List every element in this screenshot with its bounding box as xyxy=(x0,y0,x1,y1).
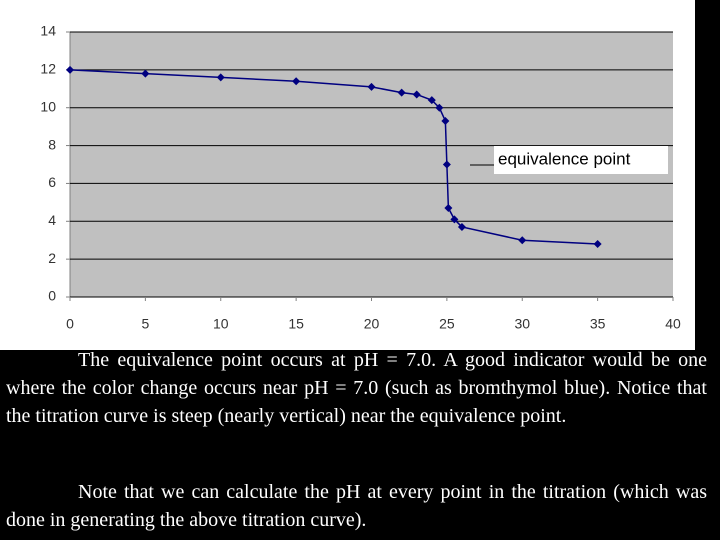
chart: 0 2 4 6 8 10 12 14 0 5 10 15 20 25 30 35 40 equivalence p… xyxy=(0,0,695,350)
data-point xyxy=(427,96,436,105)
x-tick-label: 30 xyxy=(514,316,530,332)
data-point xyxy=(435,103,444,112)
data-point xyxy=(450,215,459,224)
paragraph: Note that we can calculate the pH at eve… xyxy=(6,481,707,531)
x-tick-label: 35 xyxy=(590,316,606,332)
annotation-box xyxy=(494,146,668,174)
data-point xyxy=(141,69,150,78)
data-point xyxy=(216,73,225,82)
data-point xyxy=(412,90,421,99)
y-tick-label: 10 xyxy=(40,98,56,114)
paragraph: The equivalence point occurs at pH = 7.0… xyxy=(6,349,707,427)
data-point xyxy=(66,65,74,74)
data-point xyxy=(444,204,453,213)
data-point xyxy=(518,236,527,245)
data-line xyxy=(69,69,598,245)
data-point xyxy=(292,77,301,86)
data-point xyxy=(442,160,451,169)
y-tick-label: 6 xyxy=(48,174,56,190)
y-tick-label: 4 xyxy=(48,212,56,228)
y-tick-label: 8 xyxy=(48,136,56,152)
y-tick-label: 2 xyxy=(48,250,56,266)
x-tick-label: 40 xyxy=(665,316,681,332)
annotation: equivalence point xyxy=(498,149,631,168)
x-tick-label: 15 xyxy=(288,316,304,332)
y-tick-label: 0 xyxy=(48,288,56,304)
x-tick-label: 20 xyxy=(364,316,380,332)
x-tick-label: 0 xyxy=(66,316,74,332)
data-point xyxy=(441,116,450,125)
data-point xyxy=(593,240,602,248)
x-tick-label: 10 xyxy=(213,316,229,332)
data-point xyxy=(367,82,376,91)
y-tick-label: 14 xyxy=(40,23,56,39)
x-tick-label: 25 xyxy=(439,316,455,332)
y-tick-label: 12 xyxy=(40,61,56,77)
data-point xyxy=(457,222,466,231)
x-tick-label: 5 xyxy=(141,316,149,332)
data-point xyxy=(397,88,406,97)
